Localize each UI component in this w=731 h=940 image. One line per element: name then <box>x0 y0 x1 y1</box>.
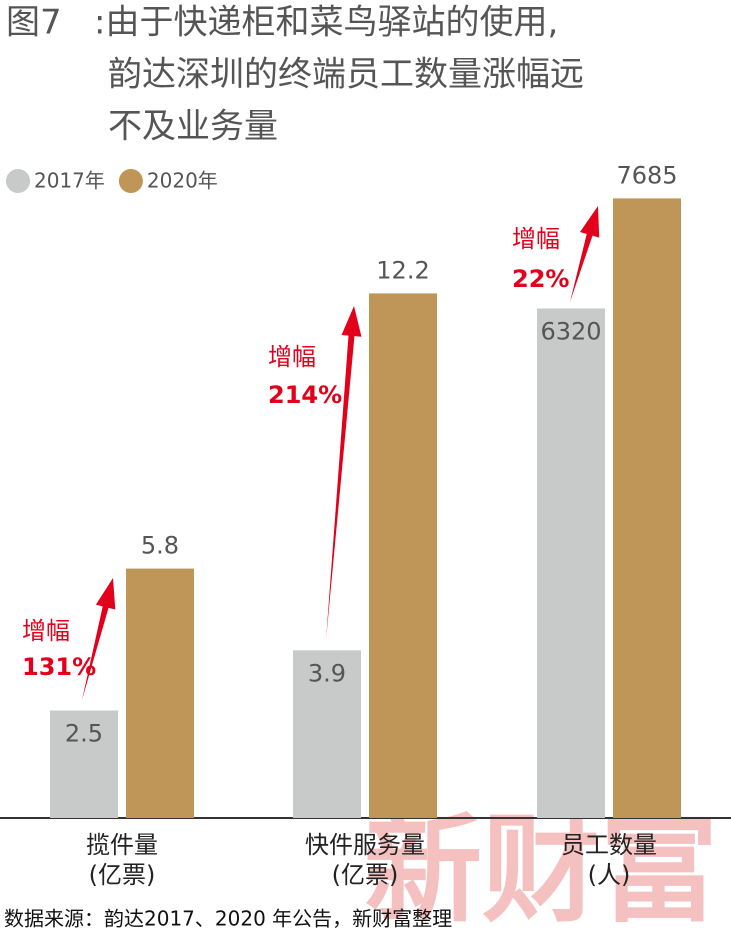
value-label: 12.2 <box>376 256 429 284</box>
annotation-growth: 22% <box>512 265 569 293</box>
x-tick-label: (人) <box>588 861 631 889</box>
watermark: 新财富 <box>364 800 718 939</box>
x-tick-label: (亿票) <box>332 861 399 889</box>
bar <box>613 198 681 819</box>
legend-label: 2020年 <box>147 169 218 193</box>
x-tick-label: 揽件量 <box>86 831 158 859</box>
x-tick-label: 员工数量 <box>561 831 657 859</box>
bar <box>126 568 194 818</box>
x-tick-label: (亿票) <box>89 861 156 889</box>
title-line: 韵达深圳的终端员工数量涨幅远 <box>108 55 584 95</box>
bar <box>50 710 118 818</box>
source: 数据来源：韵达2017、2020 年公告，新财富整理 <box>4 907 452 931</box>
x-tick-label: 快件服务量 <box>305 831 425 859</box>
value-label: 3.9 <box>308 659 346 687</box>
annotation-text: 增幅 <box>268 343 316 371</box>
figure-label: 图7 <box>6 3 62 43</box>
bar <box>369 293 437 818</box>
annotation-growth: 214% <box>268 381 342 409</box>
bar <box>293 650 361 818</box>
bar <box>537 308 605 818</box>
annotation-text: 增幅 <box>22 617 70 645</box>
annotation-growth: 131% <box>22 653 96 681</box>
value-label: 6320 <box>540 317 601 345</box>
growth-arrow <box>326 306 362 640</box>
growth-arrow <box>570 206 600 302</box>
legend-swatch <box>118 169 143 193</box>
title-line: :由于快递柜和菜鸟驿站的使用, <box>94 3 558 43</box>
title-line: 不及业务量 <box>108 107 278 147</box>
annotation-text: 增幅 <box>512 225 560 253</box>
value-label: 7685 <box>616 161 677 189</box>
value-label: 2.5 <box>65 720 103 748</box>
growth-arrow <box>82 578 116 700</box>
legend-label: 2017年 <box>34 169 105 193</box>
value-label: 5.8 <box>141 532 179 560</box>
legend-swatch <box>6 169 30 193</box>
